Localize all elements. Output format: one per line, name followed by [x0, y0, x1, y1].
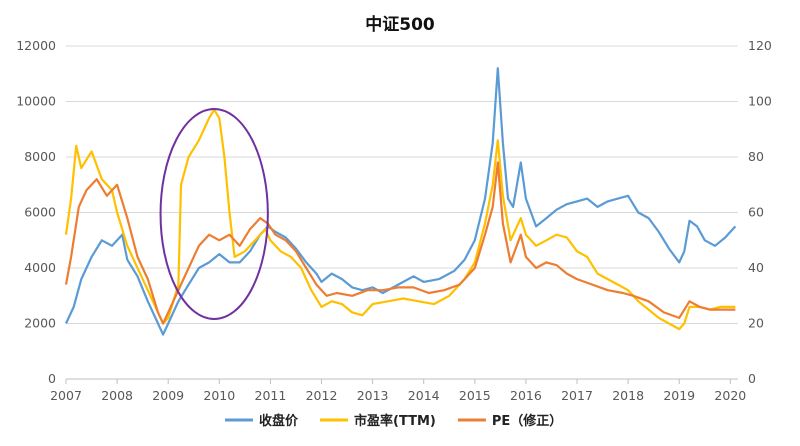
x-tick-label: 2007 [50, 388, 82, 403]
highlight-ellipse [159, 108, 269, 320]
x-tick-label: 2020 [714, 388, 746, 403]
annotation-layer [159, 108, 269, 320]
y-left-tick-label: 12000 [16, 38, 56, 53]
legend-label-1: 收盘价 [259, 413, 299, 429]
x-tick-label: 2012 [306, 388, 338, 403]
x-tick-label: 2013 [357, 388, 389, 403]
y-left-tick-label: 0 [48, 371, 56, 386]
x-tick-label: 2011 [255, 388, 287, 403]
legend-label-3: PE（修正） [492, 413, 562, 429]
series-line-1 [65, 67, 737, 336]
legend-label-2: 市盈率(TTM) [354, 413, 436, 429]
x-tick-label: 2014 [408, 388, 440, 403]
y-right-tick-label: 80 [748, 149, 764, 164]
y-right-tick-label: 20 [748, 316, 764, 331]
y-left-tick-label: 4000 [24, 260, 56, 275]
y-left-tick-label: 6000 [24, 205, 56, 220]
x-tick-label: 2018 [612, 388, 644, 403]
y-left-tick-label: 2000 [24, 316, 56, 331]
y-left-tick-label: 8000 [24, 149, 56, 164]
x-tick-label: 2015 [459, 388, 491, 403]
x-tick-label: 2010 [203, 388, 235, 403]
x-tick-label: 2016 [510, 388, 542, 403]
y-right-tick-label: 0 [748, 371, 756, 386]
y-right-tick-label: 40 [748, 260, 764, 275]
axes: 0 2000 4000 6000 8000 10000 12000 0 20 40 60 80 100 1… [16, 38, 772, 403]
series-layer [64, 67, 737, 336]
y-right-tick-label: 120 [748, 38, 772, 53]
series-line-3 [64, 161, 736, 325]
x-tick-label: 2008 [101, 388, 133, 403]
chart-legend: 收盘价 市盈率(TTM) PE（修正） [225, 413, 562, 429]
y-right-tick-label: 60 [748, 205, 764, 220]
chart-title: 中证500 [365, 14, 435, 35]
y-left-tick-label: 10000 [16, 94, 56, 109]
x-tick-label: 2017 [561, 388, 593, 403]
x-tick-label: 2019 [663, 388, 695, 403]
y-right-tick-label: 100 [748, 94, 772, 109]
x-tick-label: 2009 [152, 388, 184, 403]
